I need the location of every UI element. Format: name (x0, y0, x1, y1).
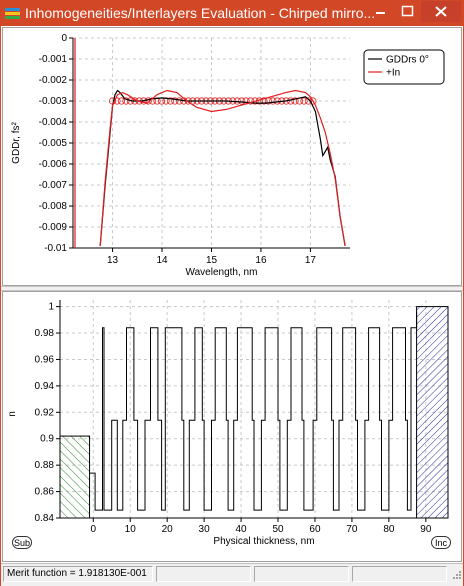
title-bar[interactable]: Inhomogeneities/Interlayers Evaluation -… (1, 1, 463, 26)
gdd-legend-label: GDDrs 0° (386, 55, 429, 66)
profile-y-tick-label: 0.92 (35, 407, 55, 418)
gdd-y-tick-label: -0.002 (39, 75, 68, 86)
minimize-icon (376, 12, 385, 14)
maximize-icon (401, 5, 414, 17)
gdd-y-tick-label: -0.008 (39, 201, 68, 212)
gdd-target-point (171, 97, 179, 105)
gdd-grid (73, 37, 350, 249)
minimize-button[interactable] (367, 1, 394, 22)
close-icon (435, 6, 447, 17)
gdd-y-tick-label: -0.001 (39, 54, 68, 65)
profile-y-tick-label: 1 (48, 302, 54, 313)
gdd-target-point (166, 97, 175, 105)
colored-bars-icon (5, 8, 20, 19)
gdd-target-point (304, 97, 313, 105)
index-profile-line (89, 311, 418, 511)
gdd-target-point (117, 97, 126, 105)
merit-function-status: Merit function = 1.918130E-001 (3, 566, 153, 582)
incident-region (416, 306, 449, 519)
gdd-target-point (269, 97, 277, 105)
panel-splitter[interactable] (1, 286, 463, 291)
incident-button[interactable]: Inc (431, 536, 451, 549)
gdd-target-point (251, 97, 259, 105)
gdd-chart-panel: 0 -0.001 -0.002 -0.003 -0.004 -0.005 -0.006 -0.… (2, 27, 462, 286)
close-button[interactable] (421, 1, 461, 22)
profile-x-tick-label: 10 (125, 524, 137, 535)
gdd-x-tick-label: 16 (255, 255, 267, 266)
gdd-y-tick-label: -0.01 (44, 243, 67, 254)
profile-x-tick-label: 30 (199, 524, 211, 535)
gdd-legend-label: +In (386, 68, 400, 79)
profile-x-tick-label: 60 (309, 524, 321, 535)
gdd-y-tick-label: -0.007 (39, 180, 68, 191)
profile-y-tick-label: 0.88 (35, 460, 55, 471)
profile-y-tick-label: 0.98 (35, 328, 55, 339)
gdd-x-tick-label: 17 (305, 255, 317, 266)
substrate-button[interactable]: Sub (12, 536, 32, 549)
gdd-y-tick-label: -0.003 (39, 96, 68, 107)
profile-y-tick-label: 0.9 (40, 434, 54, 445)
gdd-legend-box (363, 49, 445, 85)
gdd-y-tick-label: -0.004 (39, 117, 68, 128)
gdd-target-point (246, 97, 255, 105)
profile-x-tick-label: 50 (272, 524, 284, 535)
status-panel-4 (352, 566, 447, 582)
profile-x-tick-label: 0 (90, 524, 96, 535)
window-title: Inhomogeneities/Interlayers Evaluation -… (25, 5, 376, 21)
profile-y-tick-label: 0.96 (35, 354, 55, 365)
profile-y-axis-label: n (7, 411, 18, 417)
profile-x-tick-label: 70 (346, 524, 358, 535)
profile-x-tick-label: 40 (236, 524, 248, 535)
profile-x-tick-label: 80 (383, 524, 395, 535)
gdd-x-tick-label: 13 (107, 255, 119, 266)
gdd-target-point (122, 97, 130, 105)
gdd-legend: GDDrs 0° +In (363, 49, 445, 85)
profile-x-axis-label: Physical thickness, nm (213, 536, 314, 547)
profile-y-tick-label: 0.86 (35, 487, 55, 498)
profile-y-tick-label: 0.94 (35, 381, 55, 392)
index-profile-chart: 1 0.98 0.96 0.94 0.92 0.9 0.88 0.86 0.84 0 10 20 30 4… (7, 300, 449, 547)
profile-x-tick-label: 90 (420, 524, 432, 535)
gdd-target-point (260, 97, 268, 105)
profile-x-tick-label: 20 (162, 524, 174, 535)
gdd-target-point (238, 97, 246, 105)
gdd-y-tick-label: -0.006 (39, 159, 68, 170)
status-panel-3 (254, 566, 349, 582)
gdd-y-axis-label: GDDr, fs² (11, 122, 22, 164)
index-profile-panel: 1 0.98 0.96 0.94 0.92 0.9 0.88 0.86 0.84 0 10 20 30 4… (2, 291, 462, 562)
gdd-y-tick-label: -0.009 (39, 222, 68, 233)
gdd-y-tick-label: 0 (61, 33, 67, 44)
maximize-button[interactable] (394, 1, 421, 22)
gdd-series-line-0 (99, 89, 346, 247)
resize-grip-icon[interactable] (450, 570, 462, 582)
gdd-chart: 0 -0.001 -0.002 -0.003 -0.004 -0.005 -0.006 -0.… (11, 33, 445, 278)
profile-y-tick-label: 0.84 (35, 513, 55, 524)
gdd-series-line-1 (99, 89, 346, 247)
status-panel-2 (156, 566, 251, 582)
status-bar: Merit function = 1.918130E-001 (1, 563, 463, 586)
gdd-x-tick-label: 15 (206, 255, 218, 266)
gdd-target-point (291, 97, 299, 105)
substrate-region (59, 435, 91, 519)
gdd-target-point (300, 97, 308, 105)
gdd-y-tick-label: -0.005 (39, 138, 68, 149)
gdd-x-axis-label: Wavelength, nm (186, 267, 258, 278)
gdd-x-tick-label: 14 (156, 255, 168, 266)
